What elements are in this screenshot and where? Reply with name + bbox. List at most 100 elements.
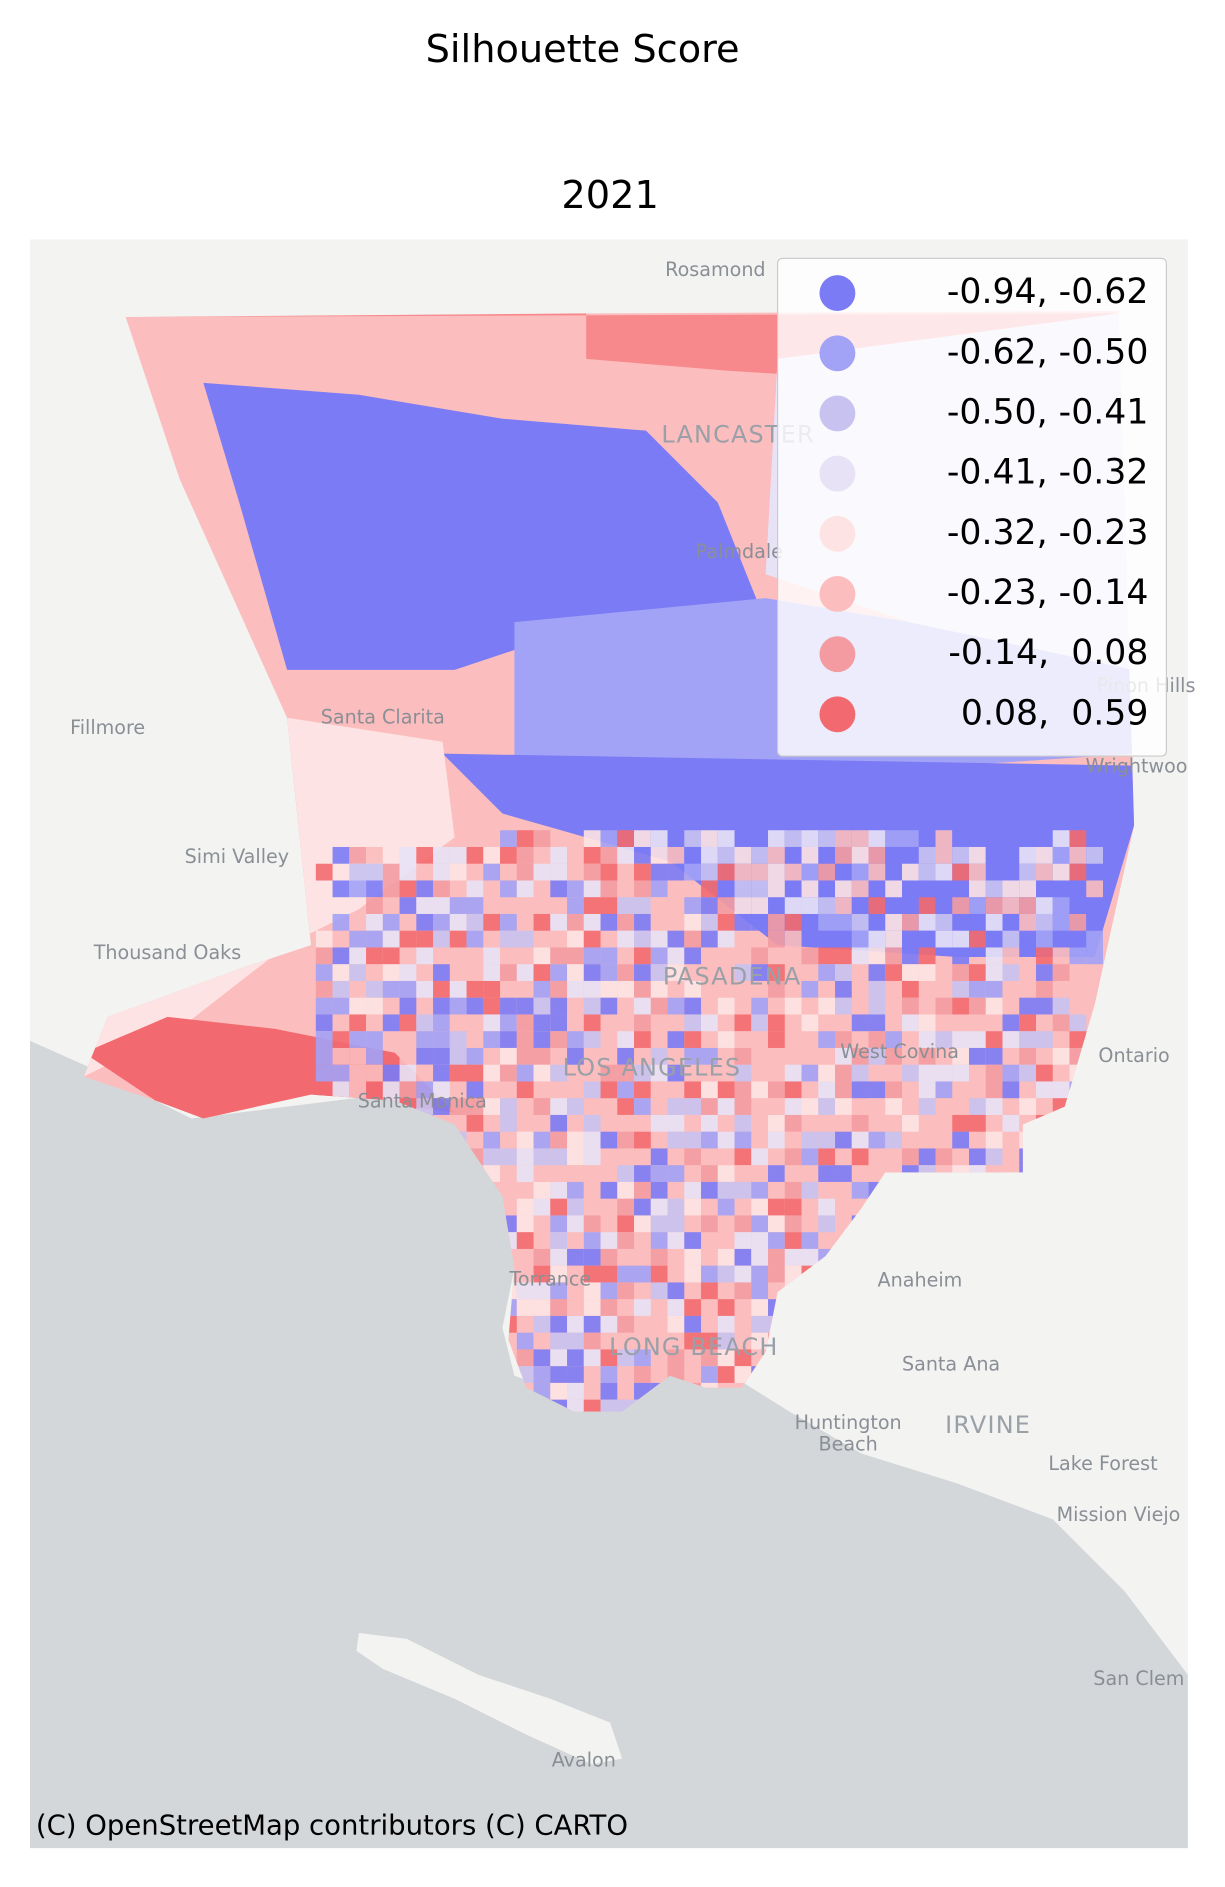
tract bbox=[550, 1366, 568, 1383]
legend-label: -0.50, -0.41 bbox=[947, 392, 1149, 432]
tract bbox=[433, 1047, 450, 1065]
tract bbox=[600, 1366, 618, 1383]
tract bbox=[751, 1081, 769, 1099]
tract bbox=[600, 1265, 618, 1283]
tract bbox=[600, 1047, 618, 1065]
tract bbox=[801, 1248, 819, 1266]
tract bbox=[600, 897, 618, 914]
tract bbox=[600, 913, 618, 931]
tract bbox=[349, 1031, 367, 1048]
tract bbox=[868, 830, 886, 847]
tract bbox=[717, 1131, 735, 1149]
tract bbox=[701, 1265, 718, 1283]
tract bbox=[835, 1031, 852, 1048]
tract bbox=[600, 846, 618, 864]
tract bbox=[684, 980, 702, 998]
tract bbox=[466, 930, 484, 948]
tract bbox=[617, 930, 635, 948]
tract bbox=[918, 1148, 936, 1166]
tract bbox=[835, 980, 852, 998]
tract bbox=[634, 1265, 651, 1283]
tract bbox=[315, 947, 333, 965]
tract bbox=[516, 830, 534, 847]
tract bbox=[835, 1114, 852, 1132]
tract bbox=[717, 1081, 735, 1099]
tract bbox=[449, 1014, 467, 1032]
tract bbox=[1002, 1114, 1020, 1132]
tract bbox=[634, 913, 651, 931]
tract bbox=[382, 863, 400, 881]
tract bbox=[315, 997, 333, 1015]
tract bbox=[751, 1014, 769, 1032]
legend-swatch bbox=[819, 515, 856, 552]
tract bbox=[751, 846, 769, 864]
tract bbox=[818, 1148, 836, 1166]
tract bbox=[667, 1265, 685, 1283]
tract bbox=[433, 913, 450, 931]
tract bbox=[483, 947, 501, 965]
tract bbox=[969, 1148, 986, 1166]
tract bbox=[1002, 880, 1020, 898]
place-label: Santa Clarita bbox=[321, 705, 445, 728]
tract bbox=[349, 964, 367, 981]
tract bbox=[885, 880, 903, 898]
tract bbox=[583, 913, 601, 931]
tract bbox=[818, 1215, 836, 1233]
tract bbox=[935, 1081, 953, 1099]
tract bbox=[784, 930, 802, 948]
tract bbox=[768, 863, 785, 881]
tract bbox=[985, 1064, 1003, 1082]
tract bbox=[935, 913, 953, 931]
tract bbox=[583, 1148, 601, 1166]
tract bbox=[315, 1031, 333, 1048]
tract bbox=[466, 1064, 484, 1082]
tract bbox=[952, 863, 970, 881]
tract bbox=[567, 880, 584, 898]
tract bbox=[1052, 830, 1070, 847]
tract bbox=[483, 846, 501, 864]
tract bbox=[500, 1114, 517, 1132]
tract bbox=[483, 863, 501, 881]
tract bbox=[634, 1014, 651, 1032]
tract bbox=[801, 830, 819, 847]
tract bbox=[416, 947, 434, 965]
tract bbox=[751, 1148, 769, 1166]
tract bbox=[768, 1232, 785, 1249]
tract bbox=[734, 913, 752, 931]
tract bbox=[784, 1181, 802, 1199]
tract bbox=[533, 1315, 551, 1333]
tract bbox=[935, 1098, 953, 1115]
tract bbox=[734, 1181, 752, 1199]
legend: -0.94, -0.62 -0.62, -0.50 -0.50, -0.41 -0.4… bbox=[776, 257, 1167, 757]
tract bbox=[684, 897, 702, 914]
tract bbox=[768, 1098, 785, 1115]
title: Silhouette Score bbox=[426, 27, 740, 72]
tract bbox=[902, 980, 919, 998]
tract bbox=[734, 1215, 752, 1233]
tract bbox=[1035, 964, 1053, 981]
tract bbox=[717, 930, 735, 948]
tract bbox=[952, 1098, 970, 1115]
tract bbox=[969, 830, 986, 847]
tract bbox=[600, 1399, 618, 1412]
tract bbox=[667, 846, 685, 864]
tract bbox=[433, 1064, 450, 1082]
tract bbox=[868, 980, 886, 998]
tract bbox=[617, 1165, 635, 1182]
tract bbox=[1019, 830, 1036, 847]
tract bbox=[567, 1198, 584, 1216]
tract bbox=[851, 846, 869, 864]
tract bbox=[701, 830, 718, 847]
tract bbox=[533, 947, 551, 965]
tract bbox=[567, 980, 584, 998]
tract bbox=[617, 1131, 635, 1149]
tract bbox=[567, 1332, 584, 1350]
tract bbox=[784, 947, 802, 965]
tract bbox=[600, 1299, 618, 1316]
tract bbox=[851, 1081, 869, 1099]
tract bbox=[550, 930, 568, 948]
tract bbox=[634, 964, 651, 981]
tract bbox=[617, 1299, 635, 1316]
tract bbox=[918, 930, 936, 948]
tract bbox=[768, 1014, 785, 1032]
